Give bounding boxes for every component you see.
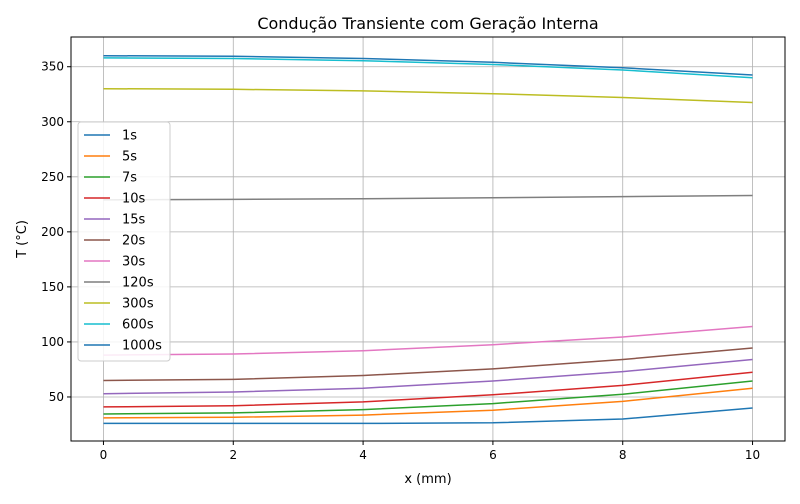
x-tick-label: 0 (100, 448, 108, 462)
legend-label: 120s (122, 276, 154, 291)
y-tick-label: 50 (49, 390, 64, 404)
legend-label: 15s (122, 213, 146, 228)
x-tick-label: 4 (359, 448, 367, 462)
series-line-600s (103, 57, 753, 79)
x-tick-label: 10 (745, 448, 760, 462)
series-line-30s (103, 325, 753, 356)
x-tick-label: 8 (619, 448, 627, 462)
legend-box (77, 121, 171, 362)
y-tick-label: 250 (41, 170, 64, 184)
legend-label: 5s (122, 150, 137, 165)
legend-label: 20s (122, 234, 146, 249)
legend-label: 300s (122, 297, 154, 312)
plot-frame (70, 36, 786, 442)
y-axis: 50 100 150 200 250 300 350 (41, 60, 71, 404)
x-axis: 0 2 4 6 8 10 (100, 441, 760, 462)
y-tick-label: 200 (41, 225, 64, 239)
chart-title: Condução Transiente com Geração Interna (257, 14, 598, 33)
series-lines (103, 54, 753, 425)
series-line-5s (103, 387, 753, 419)
legend-label: 7s (122, 171, 137, 186)
legend-label: 1000s (122, 339, 162, 354)
y-tick-label: 350 (41, 60, 64, 74)
x-tick-label: 6 (489, 448, 497, 462)
legend-label: 1s (122, 129, 137, 144)
series-line-120s (103, 194, 753, 201)
legend-label: 600s (122, 318, 154, 333)
legend-label: 10s (122, 192, 146, 207)
series-line-1s (103, 407, 753, 425)
series-line-20s (103, 347, 753, 382)
y-tick-label: 150 (41, 280, 64, 294)
y-tick-label: 300 (41, 115, 64, 129)
series-line-1000s (103, 54, 753, 76)
series-line-300s (103, 87, 753, 104)
x-axis-label: x (mm) (404, 472, 451, 487)
y-tick-label: 100 (41, 335, 64, 349)
series-line-10s (103, 371, 753, 408)
series-line-15s (103, 358, 753, 395)
legend-label: 30s (122, 255, 146, 270)
legend: 1s 5s 7s 10s 15s 20s 30s 120s 300s 600s 1000s (77, 121, 171, 362)
x-tick-label: 2 (229, 448, 237, 462)
series-line-7s (103, 380, 753, 415)
y-axis-label: T (°C) (15, 220, 30, 259)
